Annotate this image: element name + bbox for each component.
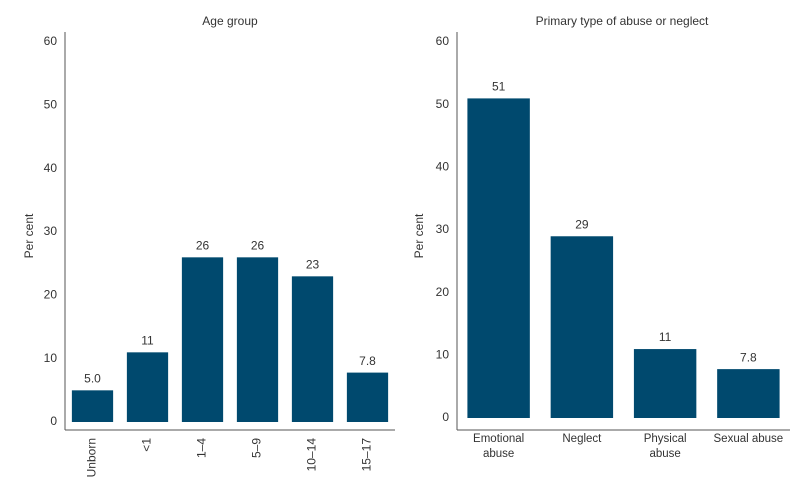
x-tick-label: 5–9	[250, 438, 264, 458]
x-tick-label: <1	[140, 438, 154, 452]
y-tick-label: 40	[44, 161, 58, 175]
x-tick-label: 1–4	[195, 438, 209, 458]
bar	[467, 98, 530, 419]
bar	[71, 390, 114, 422]
bar	[633, 349, 697, 418]
chart-title: Age group	[202, 14, 258, 28]
y-axis-title: Per cent	[412, 213, 426, 258]
bar	[291, 276, 334, 422]
y-tick-label: 0	[50, 414, 57, 428]
y-tick-label: 20	[436, 285, 450, 299]
y-tick-label: 10	[436, 348, 450, 362]
bar	[126, 352, 169, 422]
y-tick-label: 50	[436, 97, 450, 111]
x-tick-label: Emotional abuse	[473, 433, 525, 460]
value-label: 11	[659, 330, 672, 344]
value-label: 7.8	[359, 354, 376, 368]
chart-title: Primary type of abuse or neglect	[536, 14, 709, 28]
y-tick-label: 40	[436, 160, 450, 174]
y-tick-label: 30	[436, 222, 450, 236]
value-label: 23	[306, 258, 320, 272]
x-tick-label: Physical abuse	[643, 433, 687, 460]
value-label: 11	[141, 334, 154, 348]
value-label: 5.0	[84, 372, 101, 386]
y-tick-label: 30	[44, 224, 58, 238]
value-label: 7.8	[740, 350, 757, 364]
bar	[717, 369, 780, 418]
y-tick-label: 20	[44, 288, 58, 302]
value-label: 29	[575, 217, 589, 231]
y-tick-label: 50	[44, 98, 58, 112]
x-tick-label: 15–17	[360, 438, 374, 472]
x-tick-label: Unborn	[85, 438, 99, 477]
y-tick-label: 60	[436, 34, 450, 48]
value-label: 51	[492, 80, 506, 94]
x-tick-label: 10–14	[305, 438, 319, 472]
bar	[550, 236, 614, 418]
value-label: 26	[196, 239, 210, 253]
x-tick-label: Sexual abuse	[713, 433, 784, 445]
y-tick-label: 0	[442, 410, 449, 424]
value-label: 26	[251, 239, 265, 253]
y-axis-title: Per cent	[22, 213, 36, 258]
y-tick-label: 60	[44, 34, 58, 48]
x-tick-label: Neglect	[562, 433, 602, 445]
y-tick-label: 10	[44, 351, 58, 365]
bar	[346, 372, 389, 422]
bar	[181, 257, 224, 422]
bar	[236, 257, 279, 422]
